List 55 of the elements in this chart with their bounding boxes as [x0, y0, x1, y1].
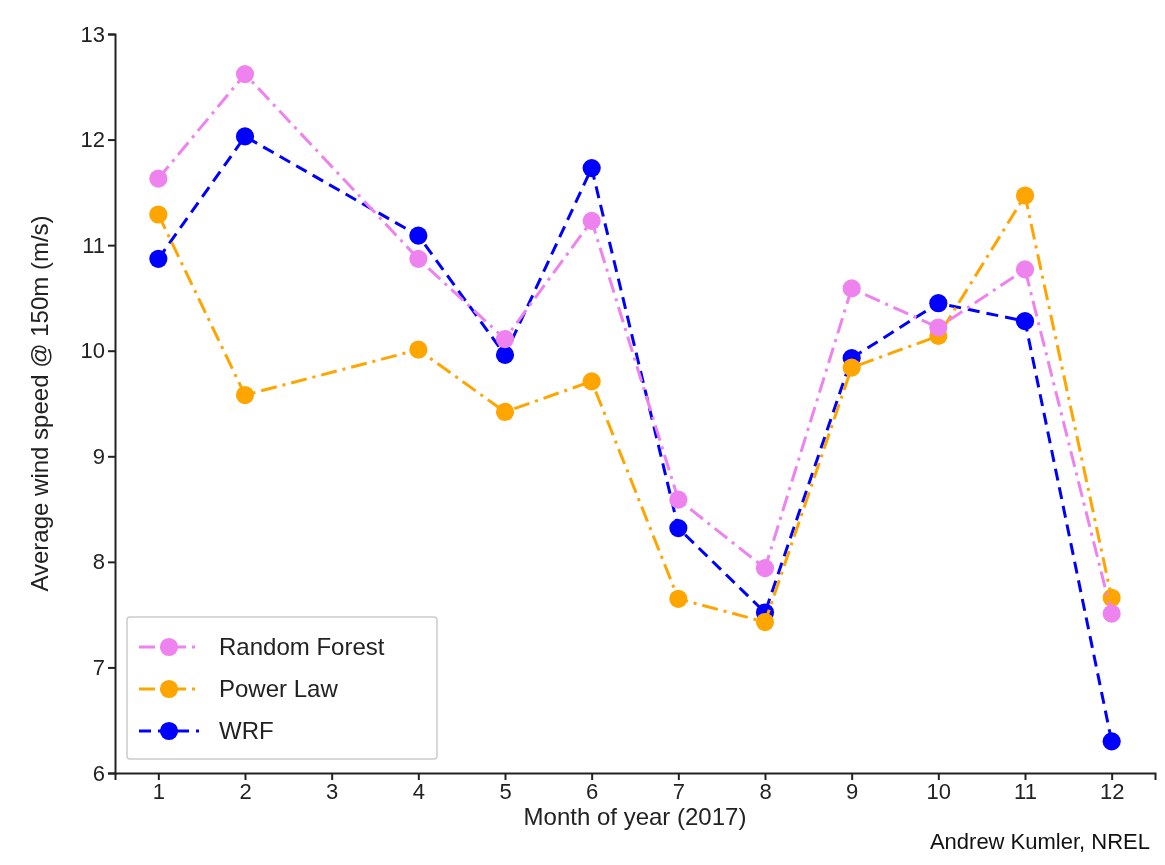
point — [842, 279, 861, 298]
point — [1102, 732, 1121, 751]
x-tick-label: 12 — [1099, 778, 1125, 804]
point — [495, 345, 515, 365]
point — [755, 559, 775, 578]
x-tick-label: 5 — [499, 778, 512, 804]
point — [842, 358, 861, 377]
point — [582, 372, 601, 391]
point — [409, 226, 428, 245]
point — [235, 65, 255, 84]
x-axis-title: Month of year (2017) — [523, 803, 747, 830]
x-tick-label: 3 — [326, 778, 339, 804]
legend-label: WRF — [219, 717, 274, 744]
legend-label: Power Law — [219, 675, 339, 702]
x-tick-label: 4 — [412, 778, 425, 804]
x-tick-label: 9 — [846, 778, 859, 804]
x-tick-label: 7 — [672, 778, 685, 804]
text: Andrew Kumler, NREL — [929, 829, 1150, 854]
point — [149, 249, 168, 268]
point — [235, 385, 255, 405]
x-tick-label: 10 — [926, 778, 952, 804]
y-tick-label: 8 — [92, 549, 105, 575]
y-tick-label: 9 — [92, 443, 105, 469]
point — [929, 318, 948, 337]
y-tick-label: 6 — [92, 760, 105, 786]
x-tick-label: 1 — [152, 778, 165, 804]
y-tick-label: 7 — [92, 654, 105, 680]
point — [1015, 312, 1035, 331]
point — [495, 330, 515, 349]
point — [149, 169, 168, 188]
y-tick-label: 13 — [80, 21, 105, 47]
y-tick-label: 12 — [80, 127, 105, 153]
point — [149, 205, 168, 224]
point — [495, 402, 515, 422]
y-axis-title: Average wind speed @ 150m (m/s) — [26, 215, 53, 592]
point — [409, 340, 428, 359]
point — [235, 127, 255, 146]
point — [669, 519, 688, 538]
point — [1015, 186, 1035, 205]
point — [582, 159, 601, 178]
point — [669, 589, 688, 608]
legend-label: Random Forest — [219, 633, 385, 660]
point — [1015, 260, 1035, 279]
x-tick-label: 8 — [759, 778, 772, 804]
y-tick-label: 11 — [82, 232, 105, 258]
y-tick-label: 10 — [80, 338, 105, 364]
x-tick-label: 6 — [586, 778, 599, 804]
x-tick-label: 2 — [239, 778, 252, 804]
point — [582, 211, 601, 230]
point — [669, 490, 688, 509]
x-tick-label: 11 — [1014, 778, 1037, 804]
point — [929, 294, 948, 313]
point — [409, 249, 428, 268]
point — [755, 612, 775, 632]
point — [1102, 604, 1121, 623]
